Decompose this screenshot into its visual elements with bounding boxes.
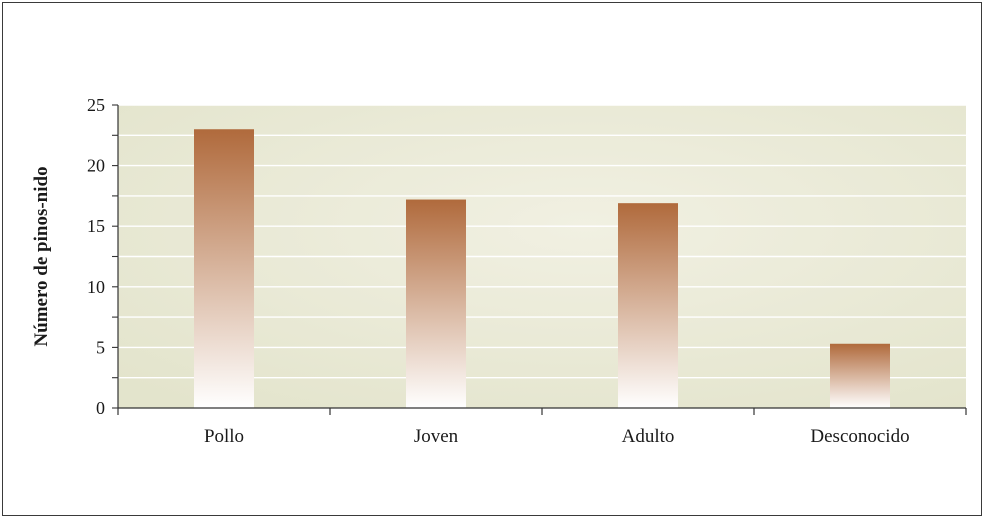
gridlines: [118, 104, 966, 379]
y-tick-label: 25: [87, 95, 105, 115]
bar-joven: [406, 199, 466, 408]
bar-desconocido: [830, 343, 890, 408]
bar-pollo: [194, 129, 254, 409]
y-tick-label: 10: [87, 277, 105, 297]
x-tick-label: Adulto: [622, 426, 675, 447]
x-tick-labels: Pollo Joven Adulto Desconocido: [204, 426, 910, 447]
y-tick-label: 15: [87, 216, 105, 236]
y-ticks: 0 5 10 15 20 25: [87, 95, 118, 418]
y-tick-label: 20: [87, 156, 105, 176]
y-tick-label: 5: [96, 337, 105, 357]
x-tick-label: Desconocido: [810, 426, 909, 447]
y-axis-title: Número de pinos-nido: [31, 166, 52, 346]
y-tick-label: 0: [96, 398, 105, 418]
bars: [194, 129, 890, 409]
x-tick-label: Joven: [414, 426, 459, 447]
bar-adulto: [618, 203, 678, 408]
x-tick-label: Pollo: [204, 426, 244, 447]
